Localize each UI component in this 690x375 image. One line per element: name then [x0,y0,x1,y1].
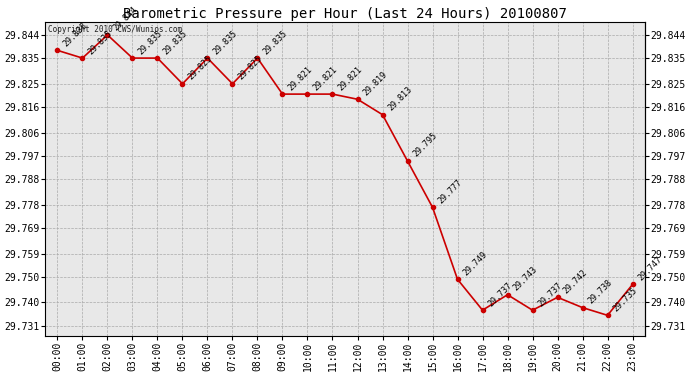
Text: 29.743: 29.743 [512,265,540,292]
Text: 29.835: 29.835 [212,28,239,56]
Text: 29.738: 29.738 [586,278,614,306]
Text: Copyright 2010 CWS/Wunios.com: Copyright 2010 CWS/Wunios.com [48,25,182,34]
Text: 29.825: 29.825 [187,54,214,82]
Text: 29.777: 29.777 [437,177,464,205]
Text: 29.835: 29.835 [87,28,115,56]
Text: 29.835: 29.835 [262,28,289,56]
Text: 29.735: 29.735 [612,286,639,313]
Text: 29.821: 29.821 [286,64,314,92]
Text: 29.835: 29.835 [137,28,164,56]
Text: 29.813: 29.813 [386,85,414,112]
Text: 29.825: 29.825 [237,54,264,82]
Text: 29.737: 29.737 [486,280,514,308]
Text: 29.819: 29.819 [362,69,389,97]
Text: 29.821: 29.821 [312,64,339,92]
Text: 29.737: 29.737 [537,280,564,308]
Text: 29.749: 29.749 [462,250,489,277]
Text: 29.742: 29.742 [562,268,589,295]
Text: 29.821: 29.821 [337,64,364,92]
Text: 29.835: 29.835 [161,28,189,56]
Title: Barometric Pressure per Hour (Last 24 Hours) 20100807: Barometric Pressure per Hour (Last 24 Ho… [123,7,567,21]
Text: 29.844: 29.844 [112,5,139,33]
Text: 29.747: 29.747 [637,255,664,282]
Text: 29.838: 29.838 [61,21,89,48]
Text: 29.795: 29.795 [412,131,440,159]
